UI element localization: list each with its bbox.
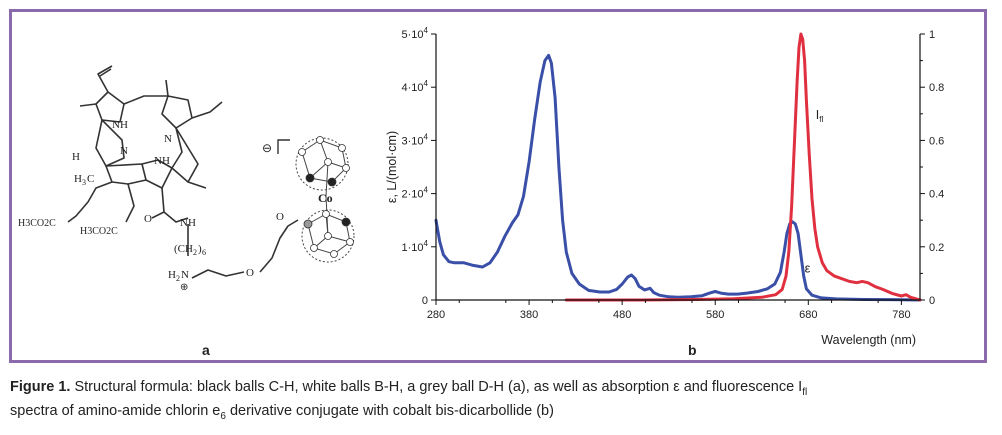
methyl-b: [165, 79, 169, 97]
label-o2: O: [276, 211, 284, 223]
label-n-amide: N: [180, 217, 188, 229]
cobalt-bis-dicarbollide: Co: [295, 136, 355, 263]
label-ester-1: H3CO2C: [18, 218, 56, 229]
pyrrole-ring-d: [95, 119, 125, 167]
methyl-a: [79, 103, 97, 107]
ester-chain-1: [67, 201, 89, 223]
vinyl-bond-2: [99, 68, 112, 77]
series-line-0: [434, 53, 922, 302]
y-right-tick-label: 1: [929, 29, 935, 41]
caption-text: Structural formula: black balls C-H, whi…: [74, 379, 803, 395]
x-tick-label: 280: [427, 309, 445, 321]
label-h-methyl: H: [74, 173, 82, 185]
methyl-chain: [87, 181, 113, 203]
label-h-center: H: [72, 151, 80, 163]
y-right-tick-label: 0: [929, 295, 935, 307]
label-h-methyl-sub: 3: [82, 178, 86, 187]
pyrrole-ring-a: [95, 91, 125, 123]
pyrrole-ring-e: [105, 163, 147, 185]
figure-frame: NH N N NH H H 3 C H3CO2C H3CO2C O N H (C…: [9, 9, 987, 363]
label-plus: ⊕: [180, 282, 188, 293]
ester-chain-2: [125, 183, 135, 223]
label-ch2-close: ): [198, 243, 202, 255]
caption-text-2: spectra of amino-amide chlorin e: [10, 402, 221, 419]
y-right-tick-label: 0.2: [929, 242, 944, 254]
label-h2n: H: [168, 269, 176, 281]
label-n-left: N: [120, 145, 128, 157]
ether-link: [259, 219, 299, 273]
label-co: Co: [318, 191, 333, 205]
pyrrole-ring-f: [141, 159, 173, 189]
y-right-tick-label: 0.6: [929, 135, 944, 147]
y-left-tick-label: 0: [422, 295, 428, 307]
annotation-fluorescence: Ifl: [816, 108, 824, 124]
caption-sub-6: 6: [220, 410, 226, 422]
label-nh-top: NH: [112, 119, 128, 131]
label-h-amide: H: [188, 217, 196, 229]
x-tick-label: 480: [613, 309, 631, 321]
y-left-axis-title: ε, L/(mol·cm): [385, 131, 399, 203]
label-h-methyl-c: C: [87, 173, 94, 185]
annotation-absorption: ε: [805, 260, 811, 275]
caption-text-3: derivative conjugate with cobalt bis-dic…: [225, 402, 554, 419]
pyrrole-ring-b: [161, 95, 193, 129]
label-n-right: N: [164, 133, 172, 145]
label-o1: O: [246, 267, 254, 279]
ethyl-b: [191, 101, 223, 119]
y-left-tick-label: 2·104: [402, 186, 429, 201]
amine-link: [191, 269, 245, 279]
label-minus: ⊖: [262, 141, 272, 155]
structural-formula: NH N N NH H H 3 C H3CO2C H3CO2C O N H (C…: [18, 65, 355, 293]
caption-label: Figure 1.: [10, 379, 71, 395]
methyl-c: [187, 181, 207, 189]
caption-sub-fl: fl: [802, 386, 808, 398]
meso-bridge-top: [123, 95, 168, 105]
pyrrole-ring-c: [171, 127, 199, 183]
label-nh-bottom: NH: [154, 155, 170, 167]
figure-caption: Figure 1. Structural formula: black ball…: [10, 378, 995, 426]
amide-carbonyl: [151, 211, 165, 219]
y-left-tick-label: 5·104: [402, 26, 429, 41]
y-right-tick-label: 0.8: [929, 82, 944, 94]
y-left-tick-label: 1·104: [402, 239, 429, 254]
x-tick-label: 580: [706, 309, 724, 321]
panel-b-label: b: [688, 342, 697, 358]
amide-chain: [161, 187, 189, 223]
x-axis-title: Wavelength (nm): [821, 333, 916, 347]
label-h2n-sub: 2: [176, 274, 180, 283]
x-tick-label: 380: [520, 309, 538, 321]
spectra-chart: 280 380 480 580 680 780 0 1·104 2·104 3·104 4·104 5…: [385, 26, 944, 347]
vinyl-bond: [97, 65, 113, 93]
series-line-1: [564, 32, 922, 302]
label-ester-2: H3CO2C: [80, 226, 118, 237]
y-left-tick-label: 4·104: [402, 79, 429, 94]
y-left-tick-label: 3·104: [402, 132, 429, 147]
label-ch2: (CH: [174, 243, 193, 255]
y-right-tick-label: 0.4: [929, 189, 944, 201]
label-ch2-n: 6: [202, 248, 206, 257]
label-h2n-n: N: [181, 269, 189, 281]
x-tick-label: 780: [892, 309, 910, 321]
label-ch2-sub: 2: [193, 248, 197, 257]
x-tick-label: 680: [799, 309, 817, 321]
panel-a-label: a: [202, 342, 210, 358]
label-o-amide: O: [144, 213, 152, 225]
